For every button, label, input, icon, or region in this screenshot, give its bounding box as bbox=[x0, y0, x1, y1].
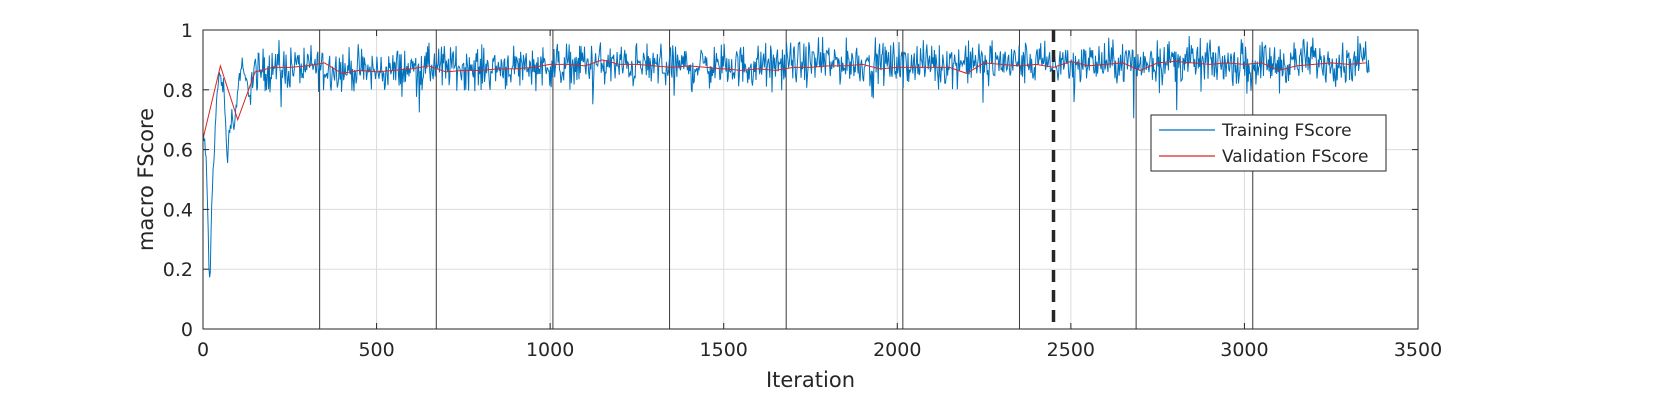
ticks-layer: 0 500 1000 1500 2000 2500 3000 3500 0 0.2 0.4 0.6 0.… bbox=[163, 20, 1442, 361]
x-tick-label: 3500 bbox=[1394, 339, 1442, 361]
legend: Training FScore Validation FScore bbox=[1150, 114, 1387, 172]
legend-label: Validation FScore bbox=[1222, 147, 1368, 167]
x-tick-label: 2500 bbox=[1047, 339, 1095, 361]
y-tick-label: 0.6 bbox=[163, 140, 193, 162]
axes-box bbox=[202, 29, 1419, 330]
legend-label: Training FScore bbox=[1221, 121, 1352, 141]
legend-box bbox=[1150, 114, 1387, 172]
x-tick-label: 2000 bbox=[873, 339, 921, 361]
y-tick-label: 0.2 bbox=[163, 259, 193, 281]
x-tick-label: 500 bbox=[358, 339, 394, 361]
y-tick-label: 0 bbox=[181, 319, 193, 341]
y-tick-label: 0.4 bbox=[163, 199, 193, 221]
x-tick-label: 0 bbox=[197, 339, 209, 361]
x-tick-label: 1500 bbox=[700, 339, 748, 361]
epoch-boundaries bbox=[319, 30, 1254, 329]
series-layer bbox=[202, 35, 1370, 278]
y-axis-label: macro FScore bbox=[134, 108, 158, 251]
x-tick-label: 3000 bbox=[1220, 339, 1268, 361]
x-axis-label: Iteration bbox=[766, 368, 855, 392]
validation-fscore-line bbox=[202, 59, 1366, 138]
x-tick-label: 1000 bbox=[526, 339, 574, 361]
y-tick-label: 0.8 bbox=[163, 80, 193, 102]
training-fscore-line bbox=[202, 35, 1370, 278]
y-tick-label: 1 bbox=[181, 20, 193, 42]
